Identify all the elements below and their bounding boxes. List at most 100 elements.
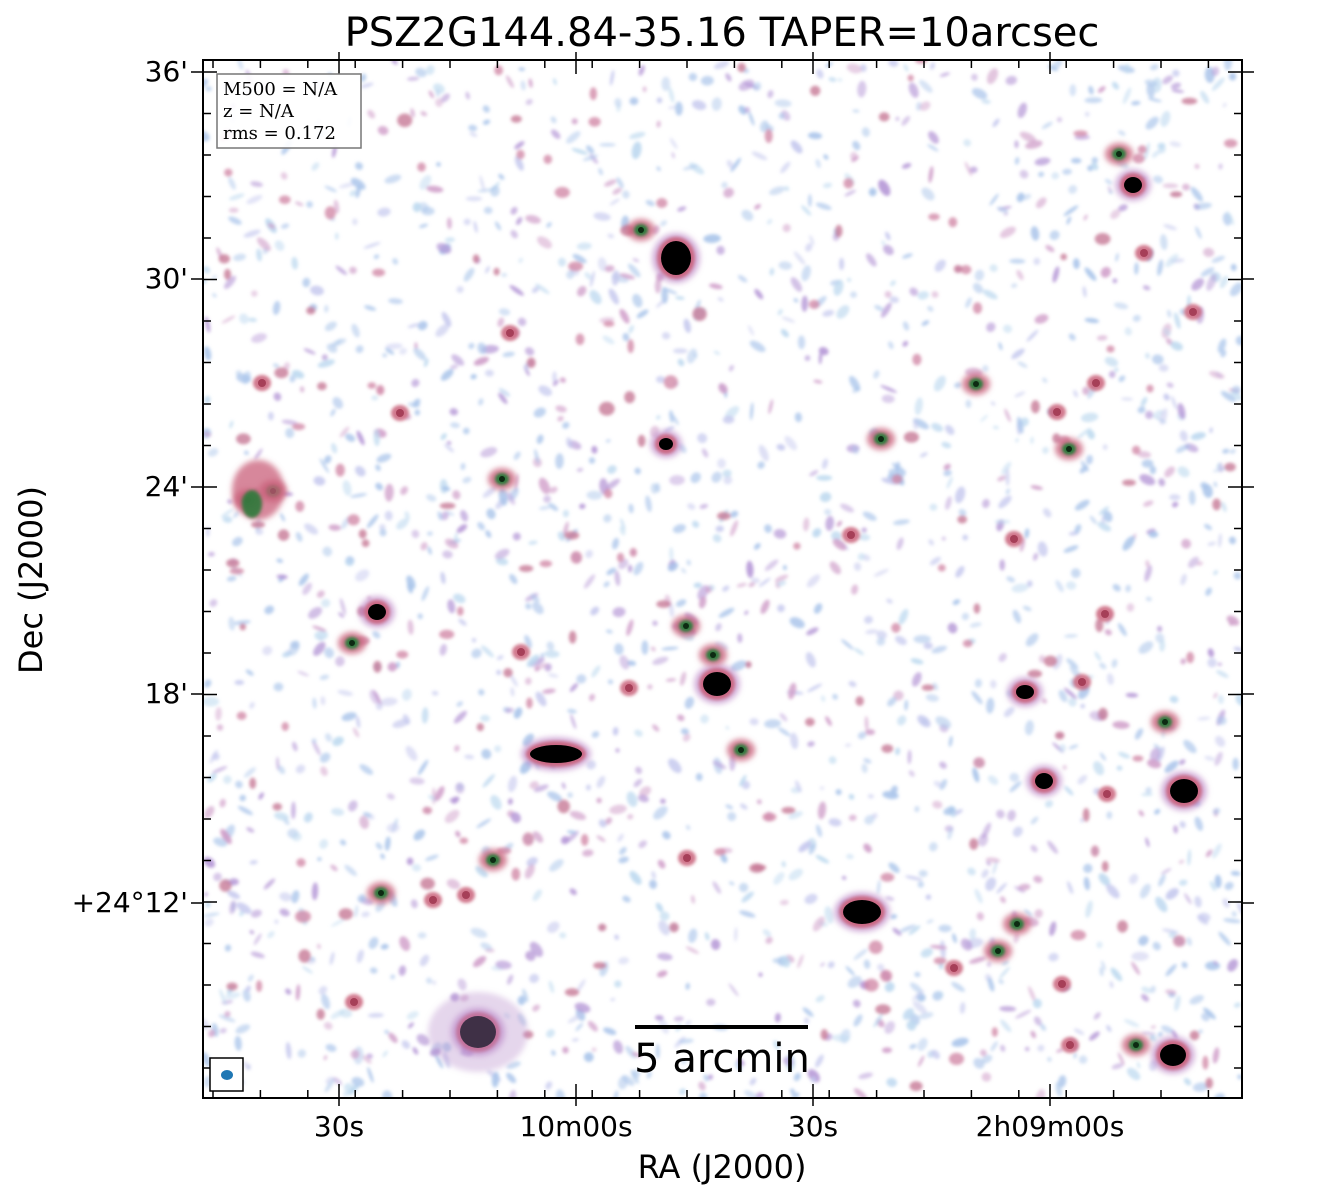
- radio-source: [710, 652, 716, 658]
- noise-speckle: [790, 140, 803, 154]
- noise-speckle: [1152, 941, 1161, 951]
- noise-speckle: [846, 63, 863, 74]
- noise-speckle: [204, 395, 211, 404]
- noise-speckle: [738, 882, 749, 893]
- noise-speckle: [440, 93, 450, 103]
- noise-speckle: [250, 951, 265, 959]
- noise-speckle: [528, 78, 533, 88]
- noise-speckle: [650, 483, 658, 494]
- noise-speckle: [989, 193, 999, 206]
- noise-speckle: [319, 458, 330, 473]
- noise-speckle: [388, 1032, 398, 1043]
- noise-speckle: [784, 435, 798, 451]
- noise-speckle: [552, 371, 557, 383]
- noise-speckle: [994, 519, 1011, 525]
- noise-speckle: [351, 323, 360, 338]
- image-background: [203, 60, 1242, 1098]
- noise-speckle: [413, 829, 426, 841]
- noise-speckle: [478, 398, 484, 406]
- noise-speckle: [1136, 1061, 1141, 1069]
- noise-speckle: [280, 513, 286, 522]
- noise-speckle: [913, 634, 931, 644]
- noise-speckle: [782, 565, 787, 571]
- noise-speckle: [1041, 121, 1053, 130]
- noise-speckle: [463, 267, 475, 282]
- noise-speckle: [1027, 580, 1033, 587]
- noise-speckle: [232, 536, 243, 547]
- noise-speckle: [1161, 1025, 1175, 1034]
- noise-speckle: [354, 905, 359, 918]
- faint-emission: [1073, 130, 1088, 137]
- noise-speckle: [655, 902, 664, 913]
- noise-speckle: [249, 930, 255, 935]
- noise-speckle: [1229, 282, 1242, 297]
- noise-speckle: [685, 1020, 692, 1026]
- info-box-frame: [216, 73, 362, 149]
- noise-speckle: [543, 495, 551, 503]
- noise-speckle: [379, 523, 386, 531]
- noise-speckle: [533, 407, 546, 418]
- noise-speckle: [920, 948, 933, 958]
- noise-speckle: [339, 426, 350, 438]
- noise-speckle: [680, 728, 689, 735]
- noise-speckle: [631, 1052, 642, 1058]
- faint-emission: [928, 213, 940, 221]
- radio-source: [1078, 678, 1086, 686]
- noise-speckle: [1062, 168, 1072, 175]
- noise-speckle: [598, 819, 607, 828]
- noise-speckle: [204, 1076, 211, 1088]
- noise-speckle: [873, 568, 889, 577]
- faint-emission: [439, 629, 455, 640]
- noise-speckle: [1218, 533, 1222, 548]
- noise-speckle: [480, 447, 498, 458]
- noise-speckle: [1144, 565, 1153, 582]
- noise-speckle: [435, 1054, 444, 1069]
- noise-speckle: [909, 287, 919, 296]
- noise-speckle: [821, 458, 829, 470]
- noise-speckle: [923, 642, 933, 650]
- radio-source: [1162, 719, 1168, 725]
- noise-speckle: [1183, 1077, 1192, 1086]
- noise-speckle: [412, 202, 422, 213]
- noise-speckle: [559, 932, 567, 939]
- noise-speckle: [611, 537, 620, 550]
- noise-speckle: [439, 643, 447, 656]
- radio-source: [683, 854, 691, 862]
- noise-speckle: [338, 182, 356, 189]
- noise-speckle: [471, 637, 477, 643]
- noise-speckle: [357, 894, 367, 903]
- noise-speckle: [778, 112, 785, 120]
- noise-speckle: [807, 683, 823, 693]
- noise-speckle: [874, 305, 884, 311]
- noise-speckle: [815, 202, 832, 210]
- faint-emission: [881, 744, 894, 753]
- noise-speckle: [712, 534, 722, 543]
- noise-speckle: [1012, 609, 1022, 624]
- faint-emission: [224, 168, 233, 177]
- noise-speckle: [1149, 747, 1161, 762]
- noise-speckle: [575, 1022, 584, 1032]
- noise-speckle: [1235, 335, 1242, 346]
- noise-speckle: [895, 116, 900, 121]
- faint-emission: [624, 391, 635, 404]
- noise-speckle: [682, 733, 691, 742]
- noise-speckle: [662, 287, 678, 295]
- noise-speckle: [947, 826, 954, 840]
- noise-speckle: [982, 365, 989, 372]
- noise-speckle: [989, 264, 998, 272]
- noise-speckle: [220, 508, 234, 518]
- noise-speckle: [925, 894, 932, 900]
- noise-speckle: [773, 872, 785, 885]
- noise-speckle: [917, 715, 931, 728]
- noise-speckle: [758, 577, 771, 587]
- noise-speckle: [406, 1011, 419, 1020]
- noise-speckle: [1064, 785, 1074, 796]
- noise-speckle: [1190, 186, 1203, 202]
- noise-speckle: [985, 877, 997, 891]
- noise-speckle: [212, 293, 217, 298]
- noise-speckle: [318, 986, 328, 995]
- radio-source: [1053, 408, 1061, 416]
- noise-speckle: [1161, 868, 1172, 875]
- noise-speckle: [635, 766, 643, 775]
- noise-speckle: [510, 229, 518, 239]
